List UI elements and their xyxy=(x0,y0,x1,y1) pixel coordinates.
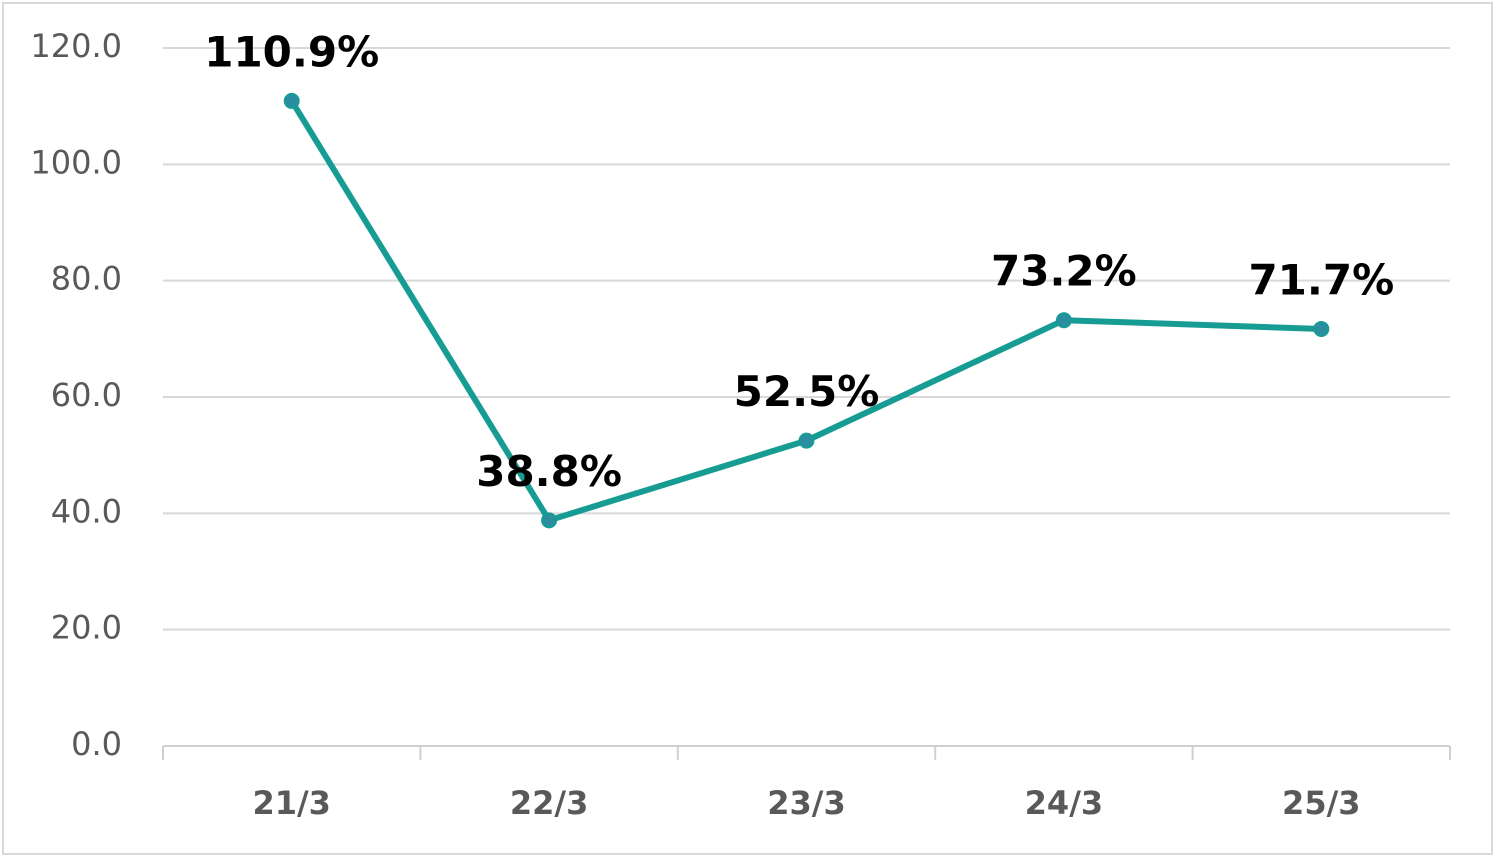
data-label: 110.9% xyxy=(204,27,379,76)
data-label: 52.5% xyxy=(734,367,880,416)
y-tick-label: 80.0 xyxy=(51,260,122,298)
x-tick-label: 21/3 xyxy=(252,784,330,822)
x-tick-label: 23/3 xyxy=(767,784,845,822)
y-tick-label: 20.0 xyxy=(51,609,122,647)
marker xyxy=(798,432,815,449)
y-tick-label: 0.0 xyxy=(71,725,122,763)
y-tick-label: 60.0 xyxy=(51,376,122,414)
x-tick-label: 25/3 xyxy=(1282,784,1360,822)
marker xyxy=(283,92,300,109)
x-tick-label: 22/3 xyxy=(510,784,588,822)
marker xyxy=(1313,320,1330,337)
y-tick-label: 40.0 xyxy=(51,492,122,530)
y-tick-label: 120.0 xyxy=(30,27,122,65)
x-tick-label: 24/3 xyxy=(1025,784,1103,822)
data-label: 73.2% xyxy=(991,247,1137,296)
y-tick-label: 100.0 xyxy=(30,143,122,181)
data-label: 38.8% xyxy=(476,447,622,496)
marker xyxy=(541,512,558,529)
marker xyxy=(1055,312,1072,329)
data-label: 71.7% xyxy=(1248,255,1394,304)
